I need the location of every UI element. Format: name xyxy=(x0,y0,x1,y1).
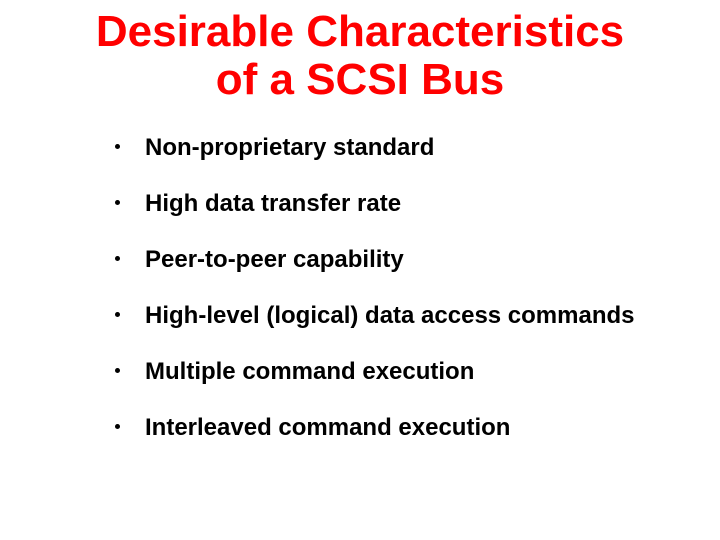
list-item: High-level (logical) data access command… xyxy=(145,301,660,331)
list-item-text: Multiple command execution xyxy=(145,358,474,385)
list-item: Interleaved command execution xyxy=(145,413,660,443)
list-item: High data transfer rate xyxy=(145,189,660,219)
title-line-2: of a SCSI Bus xyxy=(40,56,680,104)
bullet-icon xyxy=(115,200,120,205)
list-item: Multiple command execution xyxy=(145,357,660,387)
list-item-text: High-level (logical) data access command… xyxy=(145,302,635,329)
bullet-icon xyxy=(115,424,120,429)
list-item-text: Interleaved command execution xyxy=(145,414,510,441)
bullet-icon xyxy=(115,368,120,373)
title-line-1: Desirable Characteristics xyxy=(40,8,680,56)
bullet-icon xyxy=(115,256,120,261)
slide-title: Desirable Characteristics of a SCSI Bus xyxy=(40,8,680,105)
bullet-list: Non-proprietary standard High data trans… xyxy=(40,133,680,443)
list-item: Peer-to-peer capability xyxy=(145,245,660,275)
bullet-icon xyxy=(115,144,120,149)
bullet-icon xyxy=(115,312,120,317)
list-item-text: Non-proprietary standard xyxy=(145,134,434,161)
list-item-text: High data transfer rate xyxy=(145,190,401,217)
list-item-text: Peer-to-peer capability xyxy=(145,246,404,273)
list-item: Non-proprietary standard xyxy=(145,133,660,163)
slide: Desirable Characteristics of a SCSI Bus … xyxy=(0,0,720,540)
